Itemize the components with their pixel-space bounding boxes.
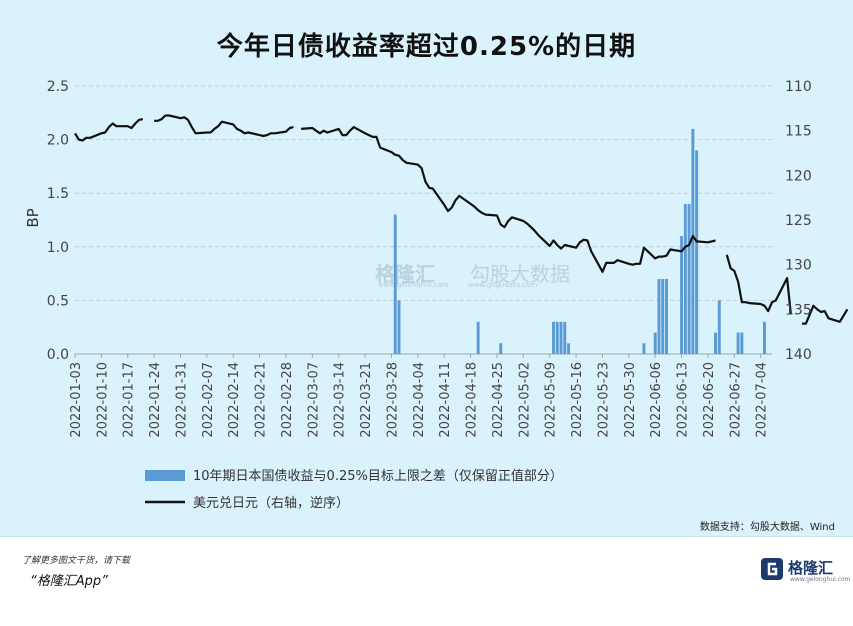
y2-tick-label: 125 <box>785 213 812 229</box>
y-tick-label: 0.5 <box>47 293 69 309</box>
legend-bar-label: 10年期日本国债收益与0.25%目标上限之差（仅保留正值部分） <box>193 468 563 484</box>
x-tick-label: 2022-06-13 <box>676 362 691 438</box>
chart-panel <box>0 0 853 536</box>
y2-tick-label: 110 <box>785 79 812 95</box>
watermark-logo-text: 格隆汇 <box>375 262 435 286</box>
footer-divider <box>0 536 853 537</box>
y2-tick-label: 115 <box>785 124 812 140</box>
bar <box>393 214 397 354</box>
x-tick-label: 2022-04-04 <box>412 362 427 438</box>
usdjpy-line-segment <box>74 118 144 142</box>
usdjpy-line-segment <box>154 114 294 138</box>
bar <box>665 278 668 354</box>
x-tick-label: 2022-06-27 <box>728 362 743 438</box>
x-tick-label: 2022-04-18 <box>465 362 480 438</box>
usdjpy-line-segment <box>301 126 716 273</box>
data-source-note: 数据支持：勾股大数据、Wind <box>699 522 835 533</box>
legend-bar-swatch <box>145 470 185 481</box>
x-tick-label: 2022-05-02 <box>517 362 532 438</box>
line-series <box>74 114 849 325</box>
bar <box>691 128 695 354</box>
x-tick-label: 2022-03-21 <box>359 362 374 438</box>
bar <box>717 300 721 354</box>
right-axis-ticks: 110 115 120 125 130 135 140 <box>785 79 812 363</box>
bar <box>567 343 571 354</box>
bar <box>552 321 555 354</box>
x-tick-label: 2022-01-31 <box>174 362 189 438</box>
x-tick-label: 2022-03-14 <box>333 362 348 438</box>
x-tick-label: 2022-01-24 <box>148 362 163 438</box>
chart-svg: 0.0 0.5 1.0 1.5 2.0 2.5 110 115 120 125 130 135 140… <box>24 79 849 511</box>
bar <box>740 332 744 354</box>
y-tick-label: 2.5 <box>47 79 69 95</box>
bar <box>680 236 684 354</box>
bar <box>657 278 661 354</box>
x-tick-label: 2022-03-07 <box>306 362 321 438</box>
bar-series <box>393 128 766 354</box>
y2-tick-label: 135 <box>785 302 812 318</box>
x-tick-label: 2022-05-16 <box>570 362 585 438</box>
x-axis-ticks: 2022-01-03 2022-01-10 2022-01-17 2022-01-24… <box>69 354 770 438</box>
legend-line-label: 美元兑日元（右轴，逆序） <box>193 495 349 511</box>
chart-title: 今年日债收益率超过0.25%的日期 <box>216 32 637 62</box>
footer-app-name: “格隆汇App” <box>30 574 108 589</box>
y-tick-label: 2.0 <box>47 133 69 149</box>
x-tick-label: 2022-05-23 <box>596 362 611 438</box>
bar <box>559 321 563 354</box>
y2-tick-label: 130 <box>785 258 812 274</box>
x-tick-label: 2022-05-09 <box>544 362 559 438</box>
x-tick-label: 2022-03-28 <box>385 362 400 438</box>
x-tick-label: 2022-06-06 <box>649 362 664 438</box>
watermark-brand-url: www.gogudata.com <box>468 281 538 289</box>
legend: 10年期日本国债收益与0.25%目标上限之差（仅保留正值部分） 美元兑日元（右轴… <box>145 468 563 511</box>
usdjpy-line-segment <box>802 304 849 325</box>
usdjpy-line-segment <box>725 254 792 314</box>
bar <box>714 332 717 354</box>
x-tick-label: 2022-02-14 <box>227 362 242 438</box>
y-axis-label: BP <box>24 208 42 227</box>
footer-download-hint: 了解更多图文干货，请下载 <box>22 556 131 566</box>
bar <box>642 343 646 354</box>
bar <box>653 332 657 354</box>
left-axis-ticks: 0.0 0.5 1.0 1.5 2.0 2.5 <box>47 79 69 363</box>
y-tick-label: 1.0 <box>47 240 69 256</box>
bar <box>683 203 687 354</box>
bar <box>687 203 691 354</box>
bar <box>563 321 567 354</box>
watermark-brand-text: 勾股大数据 <box>470 262 570 286</box>
y2-tick-label: 140 <box>785 347 812 363</box>
x-tick-label: 2022-01-03 <box>69 362 84 438</box>
watermark-logo-url: www.gelonghui.com <box>378 281 449 289</box>
bar <box>397 300 401 354</box>
x-tick-label: 2022-02-21 <box>254 362 269 438</box>
logo-name: 格隆汇 <box>788 559 834 577</box>
x-tick-label: 2022-07-04 <box>755 362 770 438</box>
y2-tick-label: 120 <box>785 168 812 184</box>
bar <box>661 278 665 354</box>
x-tick-label: 2022-05-30 <box>623 362 638 438</box>
x-tick-label: 2022-06-20 <box>702 362 717 438</box>
bar <box>695 150 699 354</box>
logo-url: www.gelonghui.com <box>790 576 851 583</box>
x-tick-label: 2022-01-10 <box>95 362 110 438</box>
logo-icon <box>761 558 783 580</box>
y-tick-label: 0.0 <box>47 347 69 363</box>
x-tick-label: 2022-02-07 <box>201 362 216 438</box>
x-tick-label: 2022-02-28 <box>280 362 295 438</box>
bar <box>736 332 740 354</box>
bar <box>762 321 766 354</box>
bar <box>499 343 503 354</box>
x-tick-label: 2022-04-11 <box>438 362 453 438</box>
x-tick-label: 2022-01-17 <box>122 362 137 438</box>
bar <box>476 321 480 354</box>
bar <box>555 321 559 354</box>
x-tick-label: 2022-04-25 <box>491 362 506 438</box>
y-tick-label: 1.5 <box>47 186 69 202</box>
